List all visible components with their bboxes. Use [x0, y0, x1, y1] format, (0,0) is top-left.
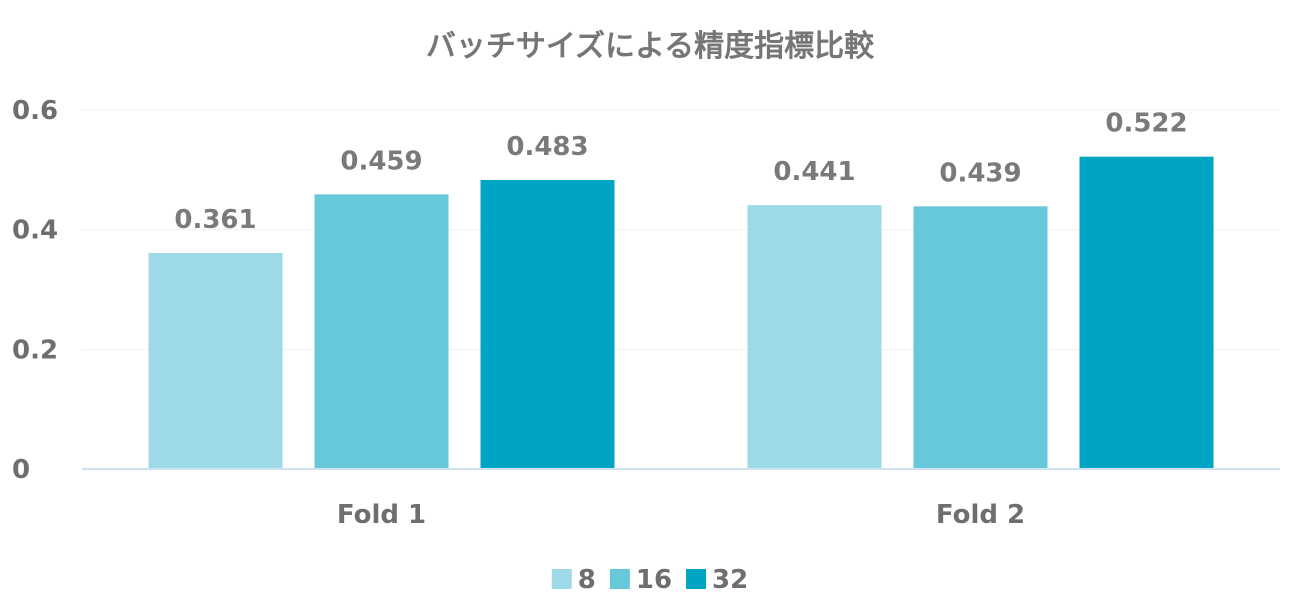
- chart-title: バッチサイズによる精度指標比較: [426, 29, 875, 64]
- data-label: 0.361: [174, 205, 256, 235]
- legend-swatch-32: [686, 569, 707, 589]
- y-tick-label: 0.4: [12, 216, 58, 246]
- bars: [148, 156, 1214, 470]
- data-label: 0.522: [1105, 109, 1187, 139]
- bar-8-fold-2: [747, 205, 882, 469]
- data-labels: 0.361 0.459 0.483 0.441 0.439 0.522: [174, 109, 1187, 235]
- data-label: 0.483: [506, 132, 588, 162]
- data-label: 0.459: [340, 146, 422, 176]
- y-tick-label: 0.6: [12, 96, 58, 126]
- bar-16-fold-2: [913, 206, 1048, 469]
- y-tick-label: 0.2: [12, 335, 58, 365]
- legend-swatch-8: [551, 569, 572, 589]
- bar-8-fold-1: [148, 253, 283, 469]
- legend-label-8: 8: [578, 565, 596, 595]
- data-label: 0.439: [939, 158, 1021, 188]
- bar-16-fold-1: [314, 194, 449, 470]
- data-label: 0.441: [773, 157, 855, 187]
- y-axis-ticks: 0 0.2 0.4 0.6: [12, 96, 58, 485]
- legend-label-32: 32: [712, 565, 748, 595]
- legend-swatch-16: [609, 569, 630, 589]
- bar-32-fold-2: [1079, 156, 1214, 470]
- legend-label-16: 16: [636, 565, 672, 595]
- x-category-label: Fold 2: [936, 500, 1025, 530]
- legend: 8 16 32: [551, 565, 748, 595]
- x-axis-categories: Fold 1 Fold 2: [337, 500, 1025, 530]
- bar-32-fold-1: [480, 180, 615, 469]
- x-category-label: Fold 1: [337, 500, 426, 530]
- y-tick-label: 0: [12, 455, 30, 485]
